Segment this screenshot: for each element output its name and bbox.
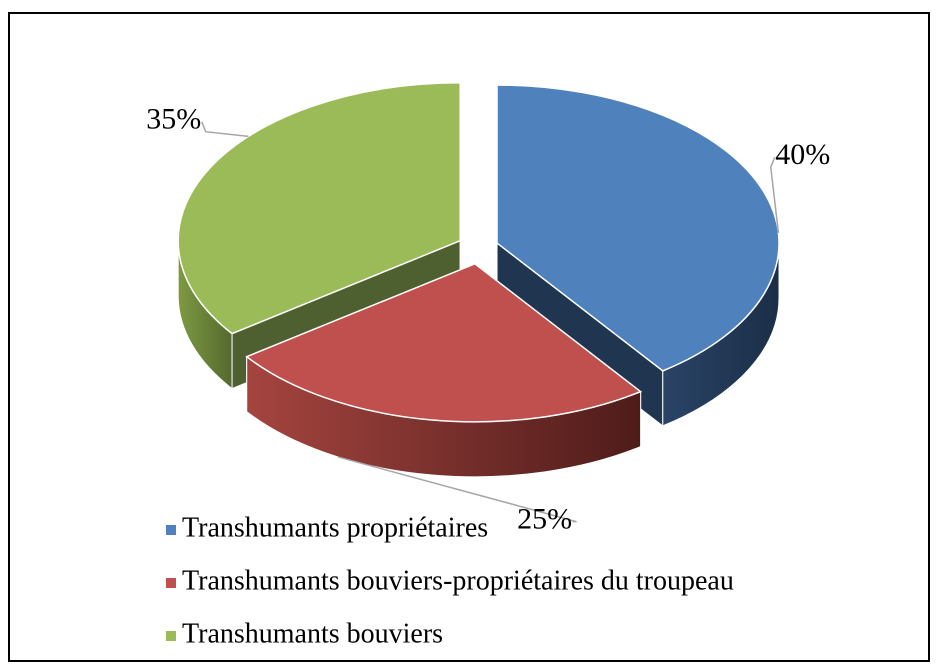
legend-label: Transhumants propriétaires: [182, 512, 488, 543]
pie-slice: [245, 262, 643, 423]
data-label: 40%: [775, 138, 830, 171]
legend-label: Transhumants bouviers: [182, 618, 443, 649]
pie-slice: [177, 81, 461, 335]
leader-line: [201, 121, 249, 138]
data-label: 35%: [146, 103, 201, 136]
legend-label: Transhumants bouviers-propriétaires du t…: [182, 565, 734, 596]
legend-swatch: [166, 525, 176, 535]
legend-swatch: [166, 578, 176, 588]
data-label: 25%: [517, 503, 572, 536]
pie-slice: [496, 84, 780, 372]
legend-swatch: [166, 631, 176, 641]
leader-line: [769, 156, 780, 234]
leader-line: [337, 456, 577, 523]
